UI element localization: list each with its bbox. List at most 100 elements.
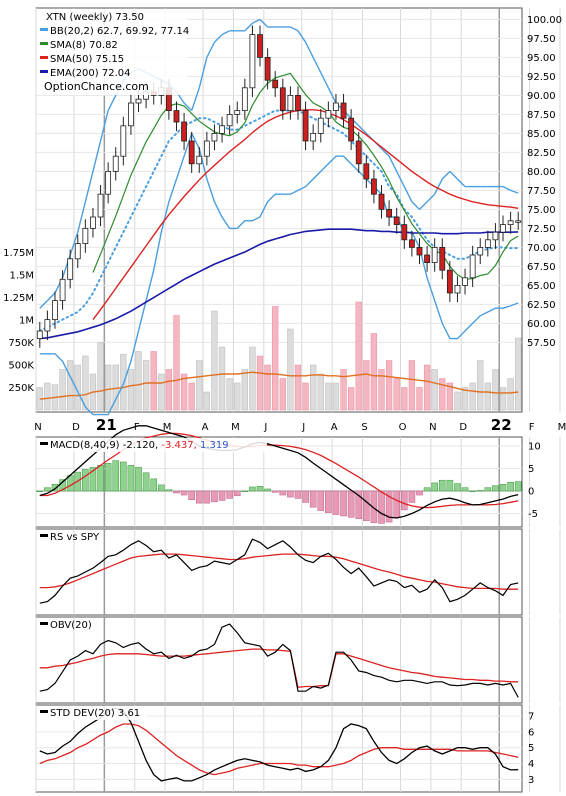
price-panel: 100.00 97.50 95.00 92.50 90.00 87.50 85.00 82.5… [3,7,562,416]
macd-histogram-bar [393,490,400,518]
x-axis-label: M [163,422,172,433]
macd-histogram-bar [317,490,325,511]
volume-bar [135,351,142,411]
candle-down [340,102,347,119]
macd-histogram-bar [104,463,112,492]
candle-up [234,110,241,115]
candle-up [507,220,514,226]
macd-histogram-bar [431,482,438,492]
bb-upper-segment [290,26,299,32]
price-tick-label: 87.50 [527,110,556,121]
bb-upper-segment [107,95,117,111]
candle-up [97,193,104,218]
macd-histogram-bar [378,490,385,524]
macd-tick-label: 5 [528,464,534,475]
macd-histogram-bar [423,487,431,492]
std-dev-tick-label: 5 [528,743,534,754]
candle-up [226,114,233,127]
macd-histogram-bar [89,467,97,492]
volume-bar [218,346,226,411]
bb-upper-segment [320,72,329,89]
candle-up [128,102,134,127]
legend: XTN (weekly) 73.50 BB(20,2) 62.7, 69.92, … [37,9,189,95]
candle-down [446,269,453,294]
x-axis-label: O [399,422,407,433]
macd-histogram-bar [44,487,51,492]
candle-down [408,239,415,248]
x-axis-label: M [558,422,566,433]
candle-up [241,87,248,112]
candle-up [454,284,461,294]
x-axis-label: M [231,422,240,433]
bb-upper-segment [221,30,230,36]
bb-upper-segment [449,170,458,180]
macd-histogram-bar [127,465,135,492]
volume-bar [158,373,165,411]
macd-histogram-bar [401,490,408,511]
bb-upper-segment [183,102,193,112]
macd-histogram-bar [294,490,302,499]
bb-upper-segment [297,30,307,43]
volume-bar [67,360,74,411]
macd-histogram-bar [165,489,173,492]
macd-histogram-bar [325,490,332,513]
macd-histogram-bar [347,490,355,518]
volume-bar [332,382,340,411]
std-dev-tick-label: 7 [528,712,534,723]
candle-up [219,125,225,134]
macd-histogram-bar [233,490,241,496]
bb-upper-segment [69,231,79,256]
watermark: OptionChance.com [44,80,149,93]
macd-histogram-bar [112,460,120,492]
x-axis-label: J [301,422,305,433]
macd-tick-label: -5 [528,509,538,520]
legend-entry: EMA(200) 72.04 [50,68,130,79]
macd-histogram-bar [454,483,461,492]
volume-bar [256,355,264,411]
macd-histogram-bar [211,490,218,503]
volume-bar [241,369,248,411]
price-tick-label: 82.50 [527,148,556,159]
volume-bar [492,369,499,411]
macd-histogram-bar [309,490,317,508]
candle-down [401,224,408,241]
volume-bar [499,387,507,411]
macd-histogram-bar [438,479,446,492]
bb-upper-segment [502,185,511,192]
candle-up [477,246,484,256]
volume-bar [150,351,157,411]
candle-up [67,258,74,280]
volume-bar [385,360,393,411]
bb-upper-segment [396,171,405,187]
price-tick-label: 70.00 [527,243,556,254]
price-tick-label: 75.00 [527,205,556,216]
candle-up [287,95,294,112]
bb-upper-segment [259,18,269,28]
macd-histogram-bar [385,490,393,523]
macd-histogram-bar [507,481,514,492]
candle-up [484,239,491,248]
x-axis-label: 22 [491,416,512,434]
candle-up [112,155,119,172]
legend-swatch [40,42,48,45]
price-tick-label: 85.00 [527,129,556,140]
volume-bar [355,301,362,411]
rs-vs-spy-panel: RS vs SPY [35,528,561,616]
macd-histogram-bar [203,490,211,504]
volume-bar [454,391,461,411]
x-axis-label: N [34,422,41,433]
volume-bar [423,364,431,411]
macd-histogram-bar [51,484,59,492]
macd-histogram-bar [363,490,370,521]
macd-histogram-bar [241,490,249,493]
candle-up [515,220,522,223]
candle-up [500,224,506,233]
rs-line [39,538,519,604]
volume-bar [439,378,446,411]
x-axis-label: F [529,422,535,433]
rs-swatch [40,534,48,537]
volume-bar [234,382,241,411]
legend-swatch [40,70,48,73]
obv-average-line [39,648,519,689]
candle-down [416,246,423,256]
